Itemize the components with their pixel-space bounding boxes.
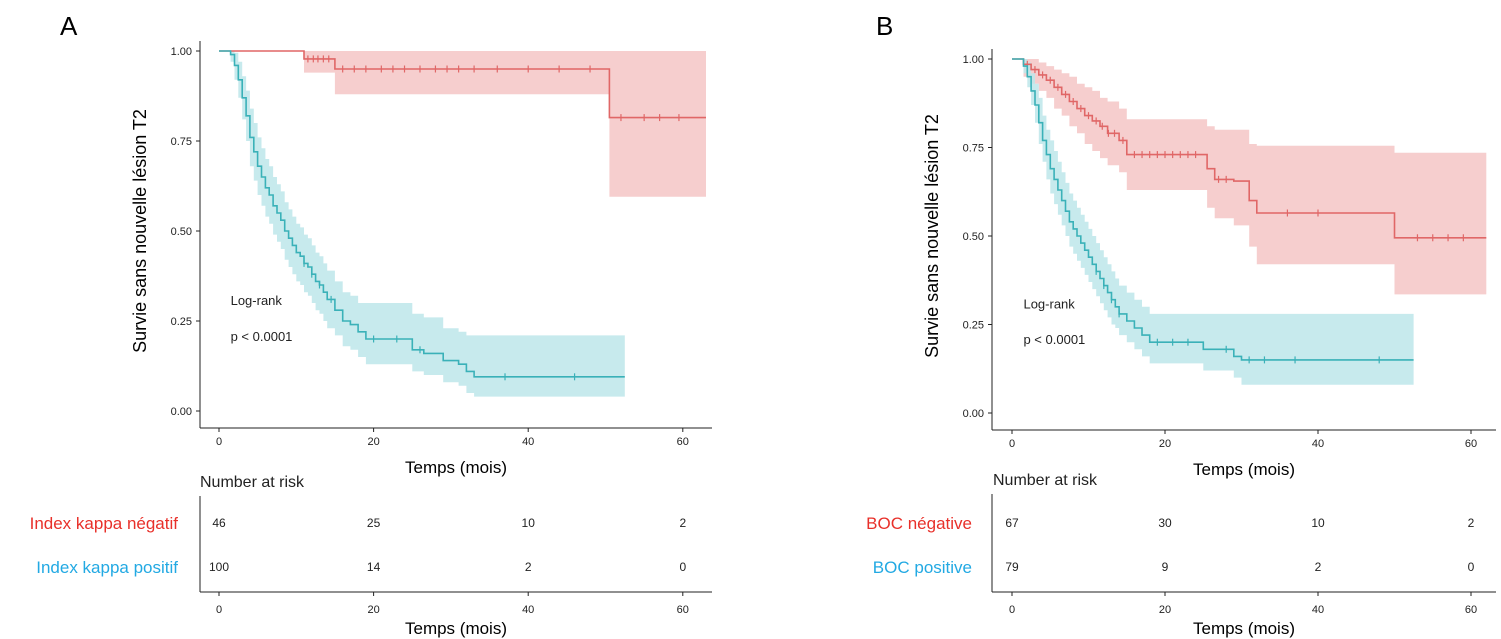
risk-count: 25 bbox=[367, 516, 381, 530]
risk-count: 2 bbox=[525, 560, 532, 574]
y-tick-label: 0.25 bbox=[171, 316, 192, 328]
risk-group-label: BOC positive bbox=[873, 558, 972, 577]
risk-count: 2 bbox=[679, 516, 686, 530]
risk-table-title: Number at risk bbox=[200, 474, 305, 491]
ci-band-0 bbox=[1012, 59, 1487, 295]
risk-table-title: Number at risk bbox=[993, 472, 1098, 489]
risk-x-tick-label: 60 bbox=[1465, 604, 1477, 616]
risk-x-axis-label: Temps (mois) bbox=[1193, 619, 1295, 638]
ci-band-0 bbox=[219, 51, 706, 197]
y-axis-label: Survie sans nouvelle lésion T2 bbox=[922, 114, 942, 358]
p-value-label: p < 0.0001 bbox=[1023, 332, 1085, 347]
risk-x-tick-label: 0 bbox=[216, 604, 222, 616]
x-tick-label: 0 bbox=[1009, 438, 1015, 450]
survival-curve-1 bbox=[219, 50, 625, 378]
x-tick-label: 20 bbox=[1159, 438, 1171, 450]
risk-x-tick-label: 60 bbox=[677, 604, 689, 616]
x-tick-label: 40 bbox=[522, 436, 534, 448]
panel-letter: B bbox=[876, 11, 893, 41]
risk-count: 2 bbox=[1468, 516, 1475, 530]
y-tick-label: 0.75 bbox=[963, 143, 984, 155]
risk-table: Number at risk Index kappa négatif 46 25 10 2… bbox=[30, 474, 712, 638]
risk-group-label: Index kappa positif bbox=[36, 558, 178, 577]
survival-curve-0 bbox=[219, 50, 706, 119]
x-axis-label: Temps (mois) bbox=[405, 458, 507, 477]
y-tick-label: 0.25 bbox=[963, 320, 984, 332]
risk-x-tick-label: 0 bbox=[1009, 604, 1015, 616]
panel-a: A Survie sans nouvelle lésion T2 0.00 0.25 0… bbox=[30, 11, 712, 638]
x-tick-label: 60 bbox=[1465, 438, 1477, 450]
risk-count: 14 bbox=[367, 560, 381, 574]
risk-group-label: BOC négative bbox=[866, 514, 972, 533]
risk-count: 100 bbox=[209, 560, 229, 574]
y-tick-label: 0.00 bbox=[171, 406, 192, 418]
risk-count: 10 bbox=[1311, 516, 1325, 530]
risk-x-tick-label: 40 bbox=[522, 604, 534, 616]
y-tick-label: 0.00 bbox=[963, 408, 984, 420]
panel-b: B Survie sans nouvelle lésion T2 0.00 0.25 0… bbox=[866, 11, 1496, 638]
risk-count: 9 bbox=[1162, 560, 1169, 574]
risk-count: 67 bbox=[1005, 516, 1019, 530]
y-tick-label: 1.00 bbox=[171, 46, 192, 58]
risk-count: 79 bbox=[1005, 560, 1019, 574]
p-value-label: p < 0.0001 bbox=[231, 329, 293, 344]
risk-group-label: Index kappa négatif bbox=[30, 514, 179, 533]
risk-count: 2 bbox=[1315, 560, 1322, 574]
ci-band-1 bbox=[219, 51, 625, 397]
x-tick-label: 20 bbox=[367, 436, 379, 448]
risk-table: Number at risk BOC négative 67 30 10 2 BOC pos… bbox=[866, 472, 1496, 638]
logrank-label: Log-rank bbox=[231, 293, 283, 308]
ci-band-1 bbox=[1012, 59, 1414, 385]
x-tick-label: 40 bbox=[1312, 438, 1324, 450]
panel-letter: A bbox=[60, 11, 78, 41]
y-tick-label: 1.00 bbox=[963, 54, 984, 66]
risk-x-tick-label: 20 bbox=[367, 604, 379, 616]
x-tick-label: 0 bbox=[216, 436, 222, 448]
risk-x-tick-label: 20 bbox=[1159, 604, 1171, 616]
y-tick-label: 0.50 bbox=[963, 231, 984, 243]
risk-count: 30 bbox=[1158, 516, 1172, 530]
logrank-label: Log-rank bbox=[1023, 297, 1075, 312]
risk-count: 46 bbox=[212, 516, 226, 530]
y-tick-label: 0.75 bbox=[171, 136, 192, 148]
risk-x-axis-label: Temps (mois) bbox=[405, 619, 507, 638]
y-tick-label: 0.50 bbox=[171, 226, 192, 238]
risk-count: 10 bbox=[522, 516, 536, 530]
risk-count: 0 bbox=[1468, 560, 1475, 574]
risk-count: 0 bbox=[679, 560, 686, 574]
survival-curve-1 bbox=[1012, 58, 1414, 361]
x-axis-label: Temps (mois) bbox=[1193, 460, 1295, 479]
risk-x-tick-label: 40 bbox=[1312, 604, 1324, 616]
x-tick-label: 60 bbox=[677, 436, 689, 448]
y-axis-label: Survie sans nouvelle lésion T2 bbox=[130, 109, 150, 353]
